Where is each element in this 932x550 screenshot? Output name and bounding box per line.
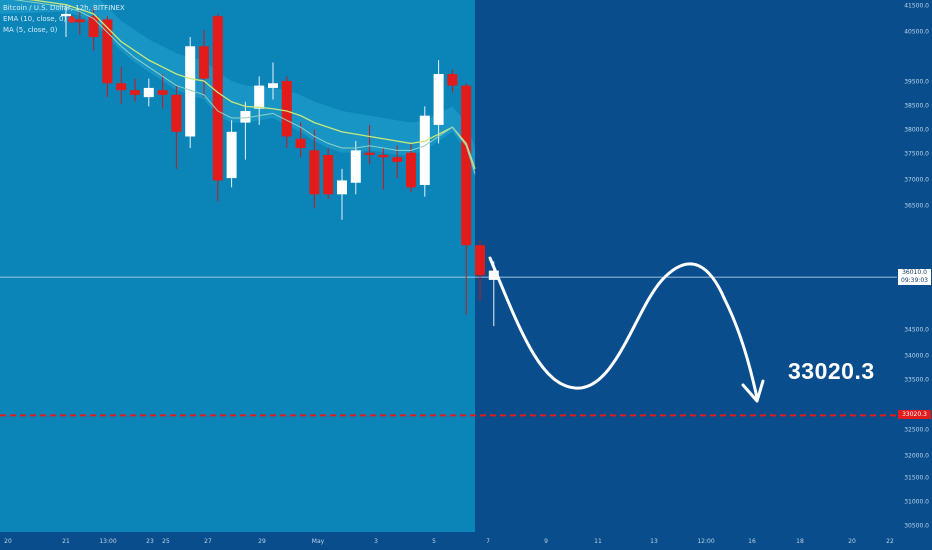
candle-bear (74, 19, 85, 23)
candle-bear (130, 90, 140, 95)
candle-bear (406, 152, 416, 188)
candle-bear (295, 138, 306, 149)
settings-dot-icon[interactable] (68, 15, 76, 23)
candle-bull (240, 111, 251, 123)
y-tick-label: 38000.0 (904, 126, 929, 134)
y-tick-label: 37000.0 (904, 176, 929, 184)
history-area (0, 0, 475, 532)
price-axis[interactable]: 41500.0 40500.0 39500.0 38500.0 38000.0 37500… (897, 0, 932, 532)
candle-bull (226, 131, 237, 179)
x-tick-label: 13:00 (99, 538, 117, 545)
x-tick-label: 21 (62, 538, 70, 545)
y-tick-label: 31000.0 (904, 498, 929, 506)
x-tick-label: 13 (650, 538, 658, 545)
current-price-value: 36010.0 (902, 269, 927, 277)
x-tick-label: 11 (594, 538, 602, 545)
target-price-tag: 33020.3 (898, 410, 931, 420)
legend-ema: EMA (10, close, 0) (3, 15, 67, 23)
target-annotation: 33020.3 (788, 358, 875, 384)
candle-bear (116, 83, 127, 91)
x-tick-label: 16 (748, 538, 756, 545)
candle-bear (212, 16, 223, 181)
candle-bear (392, 157, 403, 162)
y-tick-label: 32500.0 (904, 426, 929, 434)
ema-line (28, 0, 476, 170)
current-price-tag: 36010.0 09:39:03 (898, 269, 931, 286)
candle-bull (419, 115, 430, 186)
bar-countdown: 09:39:03 (901, 277, 928, 285)
x-tick-label: 9 (544, 538, 548, 545)
candle-bear (378, 154, 389, 158)
x-tick-label: 12:00 (697, 538, 715, 545)
x-tick-label: 29 (258, 538, 266, 545)
candles (61, 4, 499, 327)
candle-bear (323, 154, 334, 195)
candle-bear (171, 94, 182, 132)
candle-bull (143, 87, 154, 98)
y-tick-label: 36500.0 (904, 202, 929, 210)
candle-bear (309, 150, 320, 195)
candle-bear (199, 46, 209, 79)
x-tick-label: 20 (4, 538, 12, 545)
x-tick-label: 23 (146, 538, 154, 545)
y-tick-label: 41500.0 (904, 2, 929, 10)
candle-bear (281, 80, 292, 137)
y-tick-label: 37500.0 (904, 150, 929, 158)
candle-bear (475, 245, 485, 276)
y-tick-label: 39500.0 (904, 78, 929, 86)
candle-bull (433, 74, 444, 125)
chart-legend: Bitcoin / U.S. Dollar, 12h, BITFINEX EMA… (3, 3, 125, 36)
candle-bear (364, 152, 375, 155)
projection-arrow (488, 256, 759, 400)
candle-bull (254, 85, 265, 109)
x-tick-label: 3 (374, 538, 378, 545)
y-tick-label: 31500.0 (904, 474, 929, 482)
candle-bull (337, 180, 347, 195)
x-tick-label: 27 (204, 538, 212, 545)
candle-bear (461, 85, 472, 246)
candle-bear (447, 74, 458, 86)
legend-ma: MA (5, close, 0) (3, 26, 58, 34)
candle-bear (88, 16, 99, 38)
candle-bull (350, 150, 361, 183)
y-tick-label: 38500.0 (904, 102, 929, 110)
candle-bull (185, 46, 196, 137)
x-tick-label: May (311, 538, 325, 545)
ma-line (12, 0, 476, 174)
projection-arrow-head (741, 379, 765, 403)
candle-bull (488, 270, 499, 280)
x-tick-label: 5 (432, 538, 436, 545)
time-axis[interactable]: 20 21 13:00 23 25 27 29 May 3 5 7 9 11 13 12:00 16 18 20 2… (0, 532, 897, 550)
candle-bull (61, 13, 71, 17)
y-tick-label: 30500.0 (904, 522, 929, 530)
y-tick-label: 33500.0 (904, 376, 929, 384)
y-tick-label: 34500.0 (904, 326, 929, 334)
x-tick-label: 7 (486, 538, 490, 545)
x-tick-label: 18 (796, 538, 804, 545)
candle-bear (157, 90, 168, 95)
y-tick-label: 32000.0 (904, 452, 929, 460)
y-tick-label: 40500.0 (904, 28, 929, 36)
y-tick-label: 34000.0 (904, 352, 929, 360)
x-tick-label: 25 (162, 538, 170, 545)
legend-symbol: Bitcoin / U.S. Dollar, 12h, BITFINEX (3, 4, 125, 12)
x-tick-label: 20 (848, 538, 856, 545)
candle-bear (102, 19, 113, 84)
x-tick-label: 22 (886, 538, 894, 545)
candle-bull (268, 83, 278, 88)
